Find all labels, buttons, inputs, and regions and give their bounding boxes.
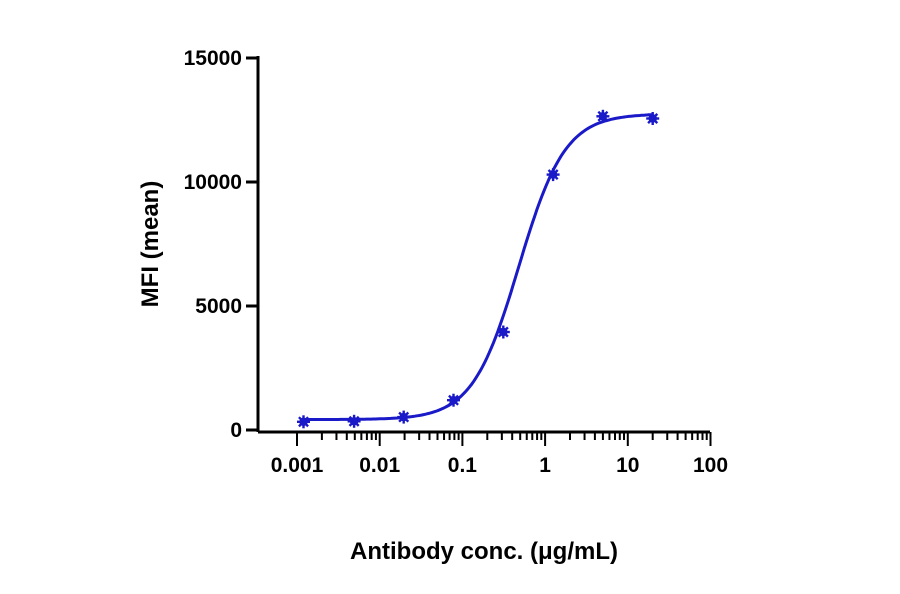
- data-point-spoke: [497, 326, 509, 338]
- y-tick-label: 10000: [184, 171, 242, 194]
- data-point-spoke: [547, 169, 559, 181]
- y-axis-label: MFI (mean): [137, 181, 164, 308]
- data-point-spoke: [298, 416, 309, 428]
- data-point: [347, 414, 361, 428]
- x-tick-label: 0.1: [448, 454, 478, 477]
- data-point: [546, 168, 560, 182]
- y-tick-label: 0: [230, 419, 242, 442]
- x-tick-label: 0.001: [271, 454, 324, 477]
- x-tick-label: 10: [616, 454, 639, 477]
- data-point-spoke: [448, 394, 459, 406]
- data-point: [297, 415, 310, 429]
- data-point: [596, 109, 610, 123]
- y-tick-label: 15000: [184, 47, 242, 70]
- data-point: [397, 410, 411, 424]
- data-point: [496, 325, 510, 339]
- data-point-spoke: [398, 411, 410, 423]
- data-point-spoke: [348, 415, 360, 427]
- data-point-spoke: [647, 113, 659, 124]
- data-point: [646, 112, 660, 125]
- y-axis: 0 5000 10000 15000: [184, 47, 260, 442]
- x-tick-label: 100: [693, 454, 728, 477]
- x-tick-label: 1: [539, 454, 551, 477]
- data-point: [447, 393, 460, 407]
- y-tick-label: 5000: [195, 295, 242, 318]
- x-tick-label: 0.01: [359, 454, 400, 477]
- x-axis: 0.001 0.01 0.1 1 10 100: [258, 430, 728, 477]
- x-axis-label: Antibody conc. (μg/mL): [350, 538, 618, 565]
- data-point-spoke: [597, 110, 609, 122]
- fit-curve: [303, 113, 653, 422]
